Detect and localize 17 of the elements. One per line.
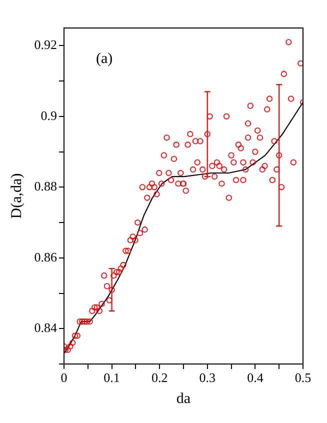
y-tick-label: 0.9 [40,108,57,123]
point [204,131,210,138]
annotation: (a) [96,50,113,67]
y-axis-title: D(a,da) [8,173,25,219]
point [108,286,115,293]
y-tick-label: 0.92 [34,37,57,52]
x-tick-label: 0.3 [199,370,216,386]
x-tick-label: 0.1 [104,370,120,386]
y-tick-label: 0.84 [34,320,58,336]
y-tick-label: 0.86 [34,249,58,264]
x-tick-label: 0.4 [247,370,264,386]
x-tick-label: 0 [60,370,68,386]
y-tick-label: 0.88 [34,178,57,194]
x-tick-label: 0.2 [151,370,168,386]
point [276,152,282,158]
x-axis-title: da [176,390,191,407]
x-tick-label: 0.5 [294,370,312,386]
